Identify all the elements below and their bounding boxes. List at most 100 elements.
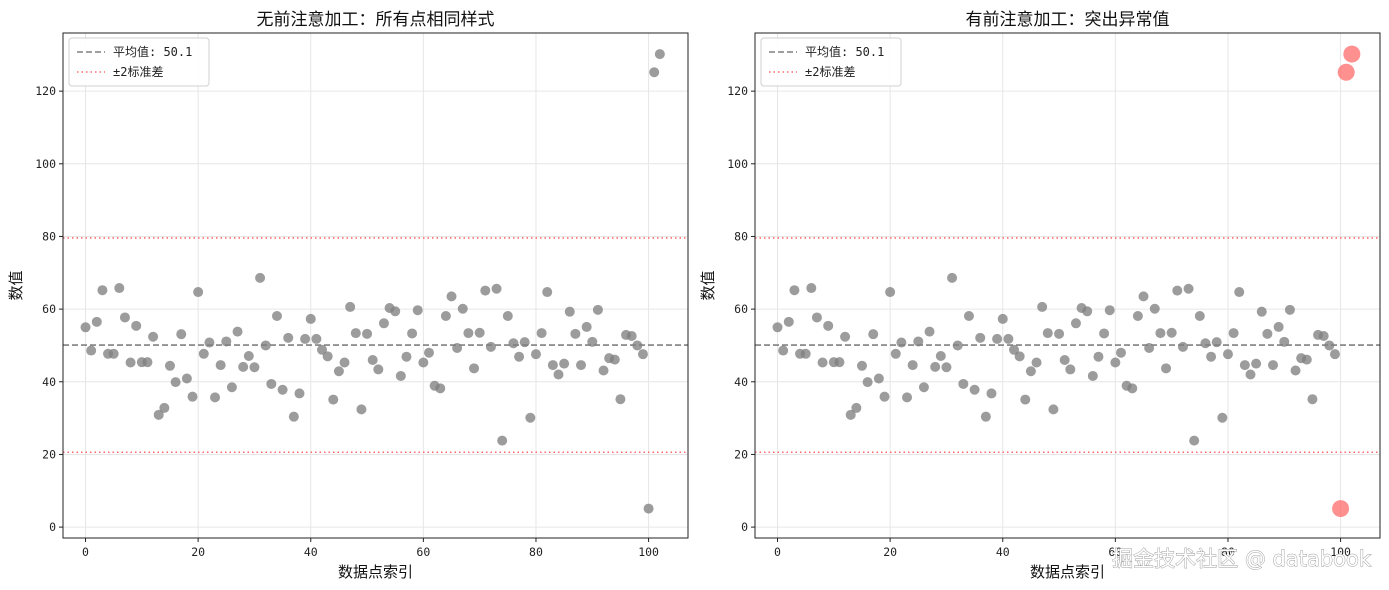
data-point (412, 305, 423, 316)
data-point (519, 337, 530, 348)
data-point (576, 360, 587, 371)
data-point (654, 49, 665, 60)
data-point (1031, 357, 1042, 368)
data-point (896, 337, 907, 348)
data-point (637, 349, 648, 360)
data-point (339, 357, 350, 368)
data-point (277, 384, 288, 395)
chart-title: 有前注意加工：突出异常值 (966, 10, 1170, 30)
data-point (530, 349, 541, 360)
data-point (1307, 394, 1318, 405)
data-point (457, 303, 468, 314)
data-point (1324, 340, 1335, 351)
x-axis-label: 数据点索引 (1030, 563, 1105, 581)
data-point (435, 383, 446, 394)
x-axis-label: 数据点索引 (338, 563, 413, 581)
data-point (345, 301, 356, 312)
y-tick-label: 60 (42, 302, 56, 316)
data-point (502, 311, 513, 322)
data-point (952, 340, 963, 351)
data-point (1025, 366, 1036, 377)
data-point (260, 340, 271, 351)
data-point (1329, 349, 1340, 360)
data-point (834, 357, 845, 368)
data-point (1065, 364, 1076, 375)
data-point (1222, 349, 1233, 360)
data-point (1217, 412, 1228, 423)
data-point (114, 283, 125, 294)
data-point (1149, 303, 1160, 314)
y-tick-label: 20 (734, 447, 748, 461)
data-point (373, 364, 384, 375)
x-tick-label: 20 (191, 545, 205, 559)
legend-mean-label: 平均值: 50.1 (113, 44, 192, 59)
data-point (131, 320, 142, 331)
data-point (615, 394, 626, 405)
data-point (350, 328, 361, 339)
data-point (221, 336, 232, 347)
data-point (1183, 283, 1194, 294)
data-point (1093, 351, 1104, 362)
data-point (1234, 287, 1245, 298)
data-point (1054, 328, 1065, 339)
data-point (986, 388, 997, 399)
data-point (407, 328, 418, 339)
data-point (480, 285, 491, 296)
data-point (564, 306, 575, 317)
data-point (856, 360, 867, 371)
data-point (1189, 435, 1200, 446)
data-point (1037, 301, 1048, 312)
data-point (1211, 337, 1222, 348)
x-tick-label: 60 (1108, 545, 1122, 559)
data-point (232, 326, 243, 337)
data-point (1279, 336, 1290, 347)
data-point (378, 318, 389, 329)
data-point (80, 322, 91, 333)
data-point (176, 329, 187, 340)
data-point (1318, 331, 1329, 341)
data-point (1172, 285, 1183, 296)
data-point (1177, 341, 1188, 352)
data-point (632, 340, 643, 351)
data-point (536, 328, 547, 339)
y-tick-label: 40 (42, 375, 56, 389)
data-point (91, 316, 102, 327)
x-tick-label: 40 (996, 545, 1010, 559)
outlier-point (1332, 500, 1350, 518)
legend-std-label: ±2标准差 (113, 65, 163, 79)
data-point (845, 409, 856, 420)
plot-frame (62, 32, 689, 539)
data-point (1166, 327, 1177, 338)
data-point (992, 333, 1003, 344)
data-point (119, 312, 130, 323)
chart-title: 无前注意加工：所有点相同样式 (257, 10, 495, 30)
x-tick-label: 100 (1330, 545, 1351, 559)
data-point (164, 360, 175, 371)
data-point (446, 291, 457, 302)
data-point (491, 283, 502, 294)
data-point (187, 391, 198, 402)
data-point (643, 503, 654, 514)
data-point (367, 354, 378, 365)
data-point (390, 306, 401, 317)
data-point (440, 311, 451, 322)
data-point (514, 351, 525, 362)
y-tick-label: 100 (35, 157, 56, 171)
data-point (1087, 370, 1098, 381)
legend-box (68, 37, 210, 87)
data-point (902, 392, 913, 403)
data-point (873, 373, 884, 384)
data-point (288, 411, 299, 422)
data-point (97, 285, 108, 296)
data-point (649, 67, 660, 78)
data-point (823, 320, 834, 331)
x-tick-label: 20 (883, 545, 897, 559)
data-point (789, 285, 800, 296)
data-point (333, 366, 344, 377)
data-point (817, 357, 828, 368)
data-point (980, 411, 991, 422)
data-point (958, 378, 969, 389)
data-point (238, 361, 249, 372)
data-point (362, 328, 373, 339)
